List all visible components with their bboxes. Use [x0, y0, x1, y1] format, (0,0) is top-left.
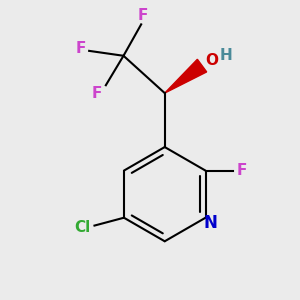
Text: F: F — [75, 41, 86, 56]
Text: F: F — [237, 163, 247, 178]
Text: H: H — [219, 48, 232, 63]
Polygon shape — [165, 59, 207, 93]
Text: N: N — [203, 214, 218, 232]
Text: F: F — [138, 8, 148, 23]
Text: Cl: Cl — [75, 220, 91, 235]
Text: O: O — [205, 53, 218, 68]
Text: F: F — [92, 85, 102, 100]
